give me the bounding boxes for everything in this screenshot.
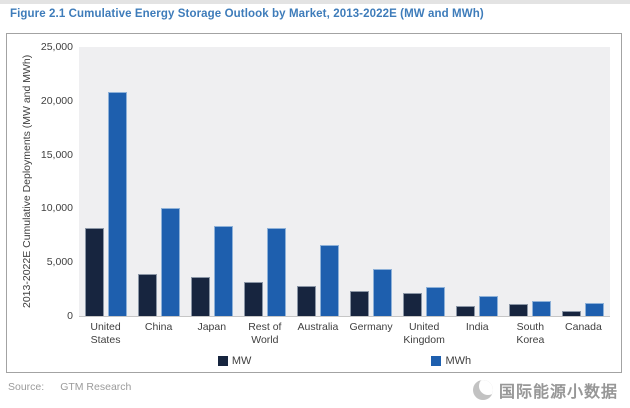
- y-tick-20000: 20,000: [40, 94, 73, 107]
- y-tick-10000: 10,000: [40, 202, 73, 215]
- bar-mw-united-kingdom: [403, 293, 423, 316]
- x-axis-category-labels: United States China Japan Rest of World Aust…: [79, 321, 610, 349]
- bar-mw-india: [456, 306, 476, 316]
- legend-label-mwh: MWh: [445, 355, 472, 367]
- bar-mw-canada: [562, 311, 582, 316]
- legend-swatch-mw: [217, 356, 228, 366]
- figure-title: Figure 2.1 Cumulative Energy Storage Out…: [10, 8, 484, 20]
- watermark: 国际能源小数据: [472, 377, 618, 403]
- y-tick-5000: 5,000: [46, 256, 73, 269]
- x-label-united-kingdom: United Kingdom: [403, 321, 445, 346]
- legend-swatch-mwh: [431, 356, 442, 366]
- x-label-australia: Australia: [297, 321, 339, 333]
- x-label-japan: Japan: [197, 321, 227, 333]
- bar-mw-south-korea: [509, 304, 529, 316]
- x-label-germany: Germany: [349, 321, 393, 333]
- x-label-china: China: [144, 321, 173, 333]
- legend-label-mw: MW: [231, 355, 252, 367]
- watermark-text: 国际能源小数据: [498, 384, 618, 401]
- bar-mw-united-states: [84, 228, 104, 316]
- source-label: Source:: [8, 381, 45, 393]
- y-axis-tick-labels: 0 5,000 10,000 15,000 20,000 25,000: [33, 34, 73, 334]
- x-label-south-korea: South Korea: [516, 321, 545, 346]
- bar-mw-australia: [296, 286, 316, 316]
- chart-frame: 2013-2022E Cumulative Deployments (MW an…: [6, 33, 622, 373]
- legend-item-mw: MW: [217, 355, 252, 367]
- bar-mwh-united-kingdom: [426, 287, 446, 316]
- bar-mwh-japan: [213, 226, 233, 316]
- bar-mw-japan: [190, 277, 210, 316]
- bar-mwh-canada: [585, 303, 605, 316]
- bar-mwh-germany: [373, 269, 393, 316]
- x-label-united-states: United States: [90, 321, 121, 346]
- bar-mwh-china: [160, 208, 180, 316]
- page-top-strip: [0, 0, 630, 4]
- bar-mw-china: [137, 274, 157, 316]
- bar-mwh-rest-of-world: [266, 228, 286, 316]
- source-value: GTM Research: [60, 381, 132, 393]
- y-tick-25000: 25,000: [40, 41, 73, 53]
- x-label-canada: Canada: [565, 321, 602, 333]
- bar-mw-germany: [350, 291, 370, 316]
- y-tick-15000: 15,000: [40, 148, 73, 161]
- crescent-globe-icon: [472, 380, 493, 400]
- x-label-india: India: [465, 321, 489, 333]
- source-row: Source: GTM Research: [8, 381, 131, 393]
- chart-legend: MW MWh: [79, 353, 610, 369]
- bar-mwh-united-states: [107, 92, 127, 316]
- bar-mwh-south-korea: [532, 301, 552, 316]
- legend-item-mwh: MWh: [431, 355, 471, 367]
- y-tick-0: 0: [67, 310, 73, 322]
- bar-mwh-australia: [319, 245, 339, 316]
- plot-area: [79, 47, 610, 317]
- bar-mw-rest-of-world: [243, 282, 263, 316]
- x-label-rest-of-world: Rest of World: [248, 321, 282, 346]
- bar-mwh-india: [479, 296, 499, 316]
